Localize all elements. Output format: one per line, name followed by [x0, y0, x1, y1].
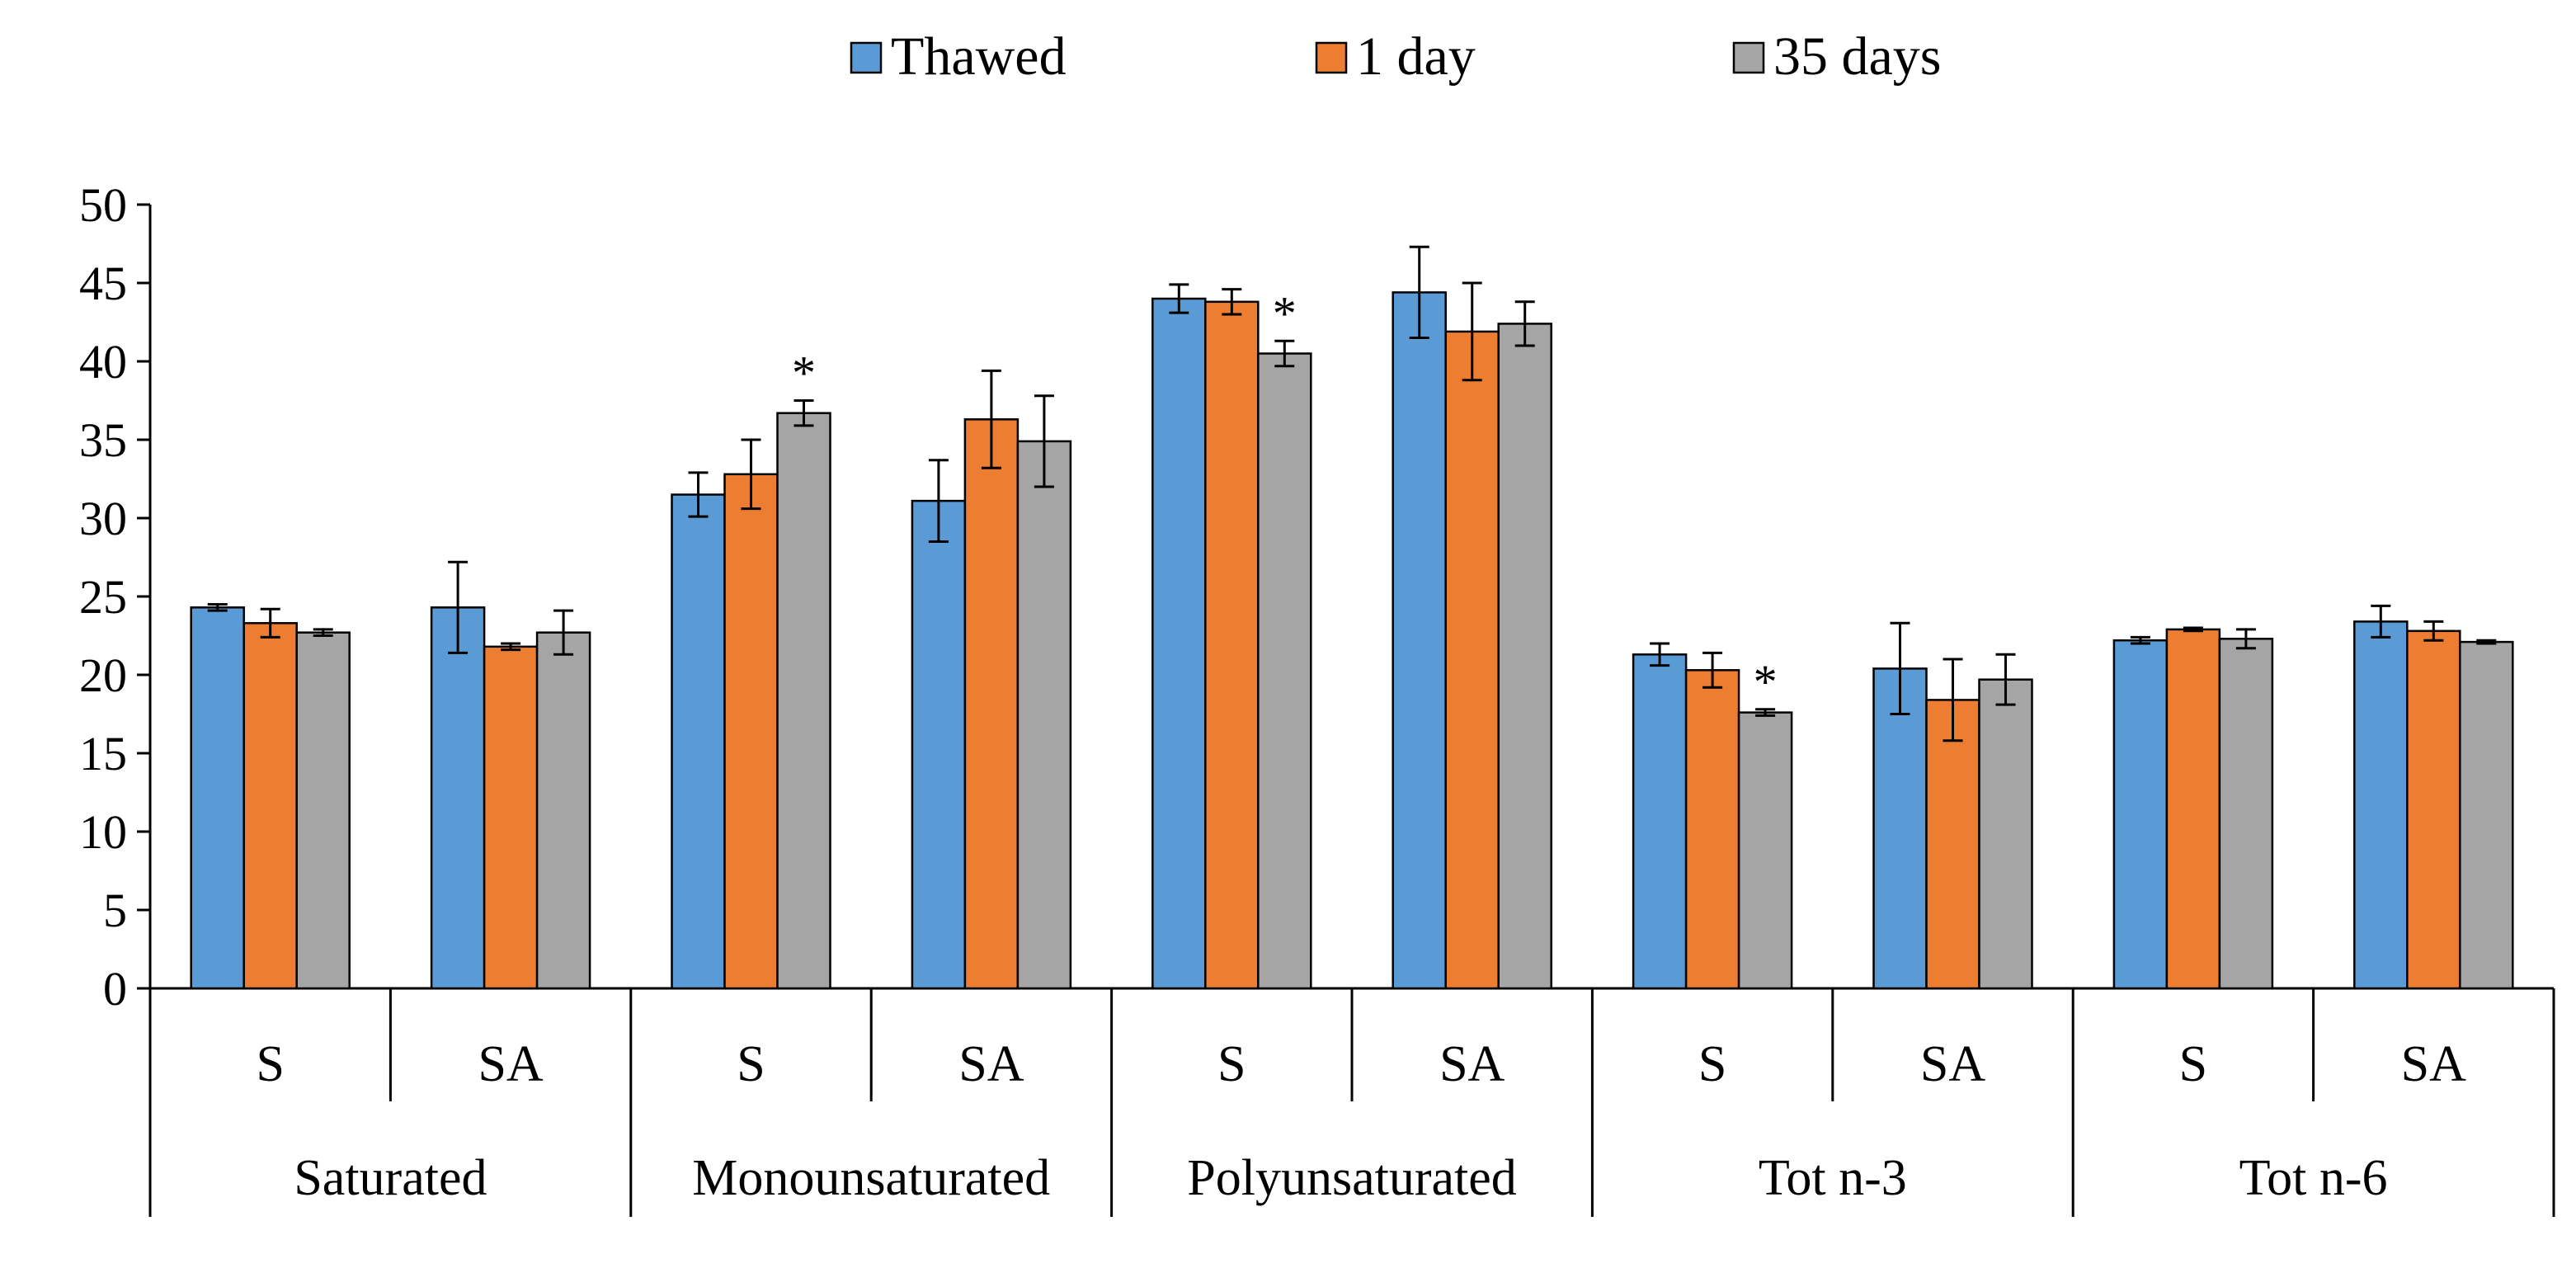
group-label: Tot n-3 — [1759, 1150, 1907, 1206]
annotations: * * * — [792, 286, 1778, 709]
bar-1-day — [2165, 628, 2221, 990]
bar-35-days — [2459, 640, 2514, 990]
subcategory-label: SA — [1920, 1036, 1985, 1092]
subcategory-label: S — [256, 1036, 284, 1092]
bar-35-days — [2218, 638, 2274, 990]
y-tick-label: 25 — [79, 570, 127, 624]
bar-1-day — [1925, 699, 1980, 990]
bar-thawed — [1392, 291, 1447, 990]
bar-thawed — [1151, 297, 1207, 990]
bar-1-day — [1444, 330, 1500, 990]
legend: Thawed 1 day 35 days — [850, 26, 1941, 87]
significance-asterisk: * — [1754, 655, 1778, 709]
bar-1-day — [723, 473, 779, 990]
bar-35-days — [295, 631, 351, 990]
y-tick-label: 50 — [79, 178, 127, 232]
bar-35-days — [1497, 323, 1552, 990]
y-tick-label: 40 — [79, 335, 127, 389]
group-label: Polyunsaturated — [1187, 1150, 1517, 1206]
legend-swatch — [1732, 41, 1765, 74]
bar-thawed — [2353, 620, 2409, 990]
bar-thawed — [671, 493, 726, 990]
bar-35-days — [1978, 678, 2033, 990]
bar-thawed — [1632, 653, 1688, 990]
subcategory-label: SA — [958, 1036, 1024, 1092]
y-tick-label: 15 — [79, 727, 127, 780]
legend-swatch — [1315, 41, 1348, 74]
bar-thawed — [911, 499, 967, 990]
subcategory-label: S — [2179, 1036, 2207, 1092]
bar-35-days — [776, 412, 831, 990]
subcategory-label: SA — [478, 1036, 543, 1092]
bar-35-days — [535, 631, 591, 990]
subcategory-label: S — [737, 1036, 765, 1092]
bar-thawed — [1872, 667, 1928, 990]
y-tick-label: 45 — [79, 257, 127, 310]
subcategory-label: SA — [2401, 1036, 2466, 1092]
y-tick-label: 0 — [103, 962, 127, 1016]
y-tick-label: 35 — [79, 413, 127, 467]
bar-thawed — [430, 606, 486, 990]
bar-1-day — [243, 622, 298, 990]
y-tick-label: 30 — [79, 492, 127, 545]
y-tick-label: 20 — [79, 648, 127, 702]
x-axis-labels: S SA S SA S SA S SA S SA Saturated Monounsaturated P… — [256, 1036, 2466, 1206]
bar-thawed — [190, 606, 245, 990]
bar-1-day — [2406, 629, 2461, 990]
bar-1-day — [1684, 669, 1740, 990]
legend-label: Thawed — [891, 26, 1067, 87]
y-tick-label: 5 — [103, 884, 127, 937]
subcategory-label: S — [1217, 1036, 1246, 1092]
group-label: Monounsaturated — [692, 1150, 1050, 1206]
bar-thawed — [2112, 639, 2169, 990]
bar-1-day — [963, 418, 1020, 990]
significance-asterisk: * — [792, 346, 816, 400]
legend-label: 1 day — [1356, 26, 1476, 87]
significance-asterisk: * — [1273, 286, 1297, 340]
y-tick-label: 10 — [79, 805, 127, 859]
bar-35-days — [1737, 711, 1793, 990]
bar-1-day — [483, 645, 539, 990]
subcategory-label: S — [1698, 1036, 1726, 1092]
bar-35-days — [1257, 352, 1312, 990]
group-label: Saturated — [294, 1150, 487, 1206]
group-label: Tot n-6 — [2239, 1150, 2388, 1206]
subcategory-label: SA — [1439, 1036, 1505, 1092]
bars — [190, 291, 2514, 990]
error-bars — [207, 245, 2497, 742]
legend-label: 35 days — [1773, 26, 1941, 87]
legend-swatch — [850, 41, 883, 74]
bar-35-days — [1016, 440, 1072, 990]
bar-1-day — [1204, 300, 1260, 990]
